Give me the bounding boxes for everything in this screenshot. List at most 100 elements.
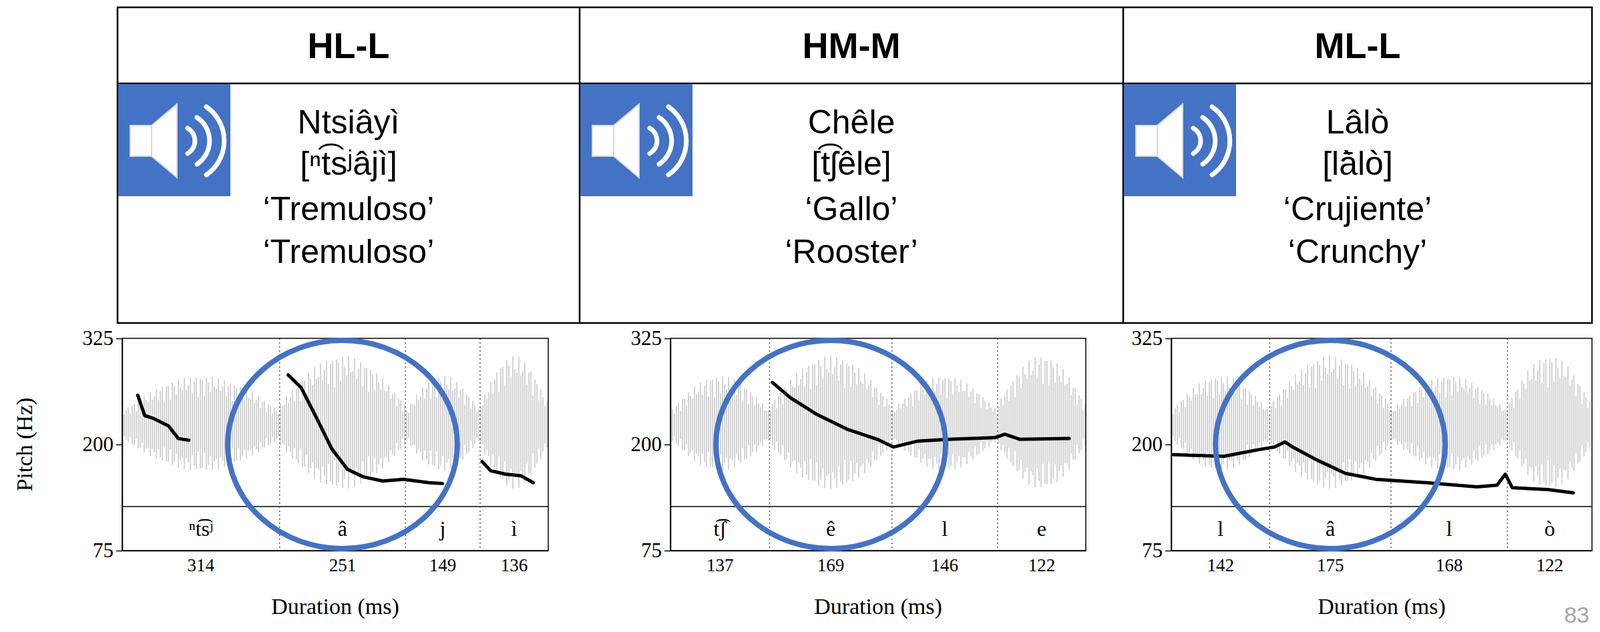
data-group [1173, 442, 1574, 493]
segment-duration: 168 [1435, 555, 1464, 576]
x-axis [671, 550, 1087, 552]
speaker-wave[interactable] [1202, 117, 1216, 165]
y-tick-mark [116, 444, 123, 447]
y-axis: 75 200 325 [631, 326, 672, 563]
pitch-panel: l142â175l168ò12275200325Duration (ms) [1131, 326, 1593, 620]
y-tick-label: 75 [641, 538, 662, 563]
table-ipa: [t͡ʃêle] [811, 142, 892, 183]
plot-frame [122, 338, 549, 551]
segment-duration: 149 [429, 555, 457, 576]
table-gloss-es: ‘Tremuloso’ [263, 190, 435, 228]
speaker-wave[interactable] [206, 106, 225, 175]
table-ipa: [ⁿt͡sʲâjì] [299, 142, 398, 183]
waveform-decoration [670, 355, 1086, 489]
segment-label: â [337, 516, 348, 541]
tone-heading: ML-L [1314, 25, 1402, 66]
segment-boundary [1507, 338, 1509, 551]
table-rule [117, 82, 1592, 85]
y-tick-mark [664, 338, 671, 340]
y-tick: 325 [631, 326, 672, 350]
segment-label: ê [826, 516, 836, 541]
segment-duration: 122 [1535, 555, 1564, 576]
speaker-wave[interactable] [196, 117, 210, 165]
audio-button[interactable] [1123, 84, 1237, 197]
segment-label: ò [1544, 516, 1556, 541]
pitch-track [772, 382, 1070, 448]
x-axis-title: Duration (ms) [814, 594, 943, 620]
table-border [117, 7, 1592, 324]
speaker-wave[interactable] [1212, 106, 1231, 175]
speaker-cone[interactable] [151, 104, 177, 178]
speaker-cone[interactable] [613, 104, 640, 178]
highlight-circle [227, 340, 458, 549]
segment-label: t͡ʃ [713, 516, 731, 541]
pitch-panel: ⁿt͡sʲ314â251j149ì13675200325Duration (ms… [12, 326, 549, 620]
y-tick-label: 75 [1141, 538, 1163, 563]
speaker-wave[interactable] [187, 128, 195, 154]
speaker-wave[interactable] [659, 117, 672, 165]
segment-boundary [1269, 338, 1271, 551]
plot-frame [670, 338, 1086, 551]
speaker-wave[interactable] [649, 128, 658, 154]
plot-frame [1171, 338, 1592, 551]
page: HL-L Ntsiâyì[ⁿt͡sʲâjì] ‘Tremuloso’ ‘Tremulo… [0, 0, 1600, 632]
waveform-decoration [1171, 355, 1592, 489]
segment-duration: 142 [1206, 555, 1235, 576]
segment-duration: 175 [1316, 555, 1345, 576]
speaker-cone[interactable] [1157, 104, 1183, 178]
audio-button[interactable] [118, 84, 231, 197]
y-tick-mark [664, 444, 671, 447]
waveform-decoration [122, 356, 547, 489]
y-tick-label: 325 [1131, 326, 1164, 350]
y-tick: 200 [631, 432, 672, 457]
speaker-body[interactable] [130, 125, 152, 157]
y-tick: 75 [641, 538, 671, 563]
y-tick-mark [116, 338, 123, 340]
y-tick-label: 75 [92, 538, 114, 563]
segment-label: ⁿt͡sʲ [188, 516, 214, 541]
segment-duration: 169 [817, 555, 845, 576]
tone-heading: HM-M [802, 25, 901, 66]
audio-button-bg[interactable] [1123, 84, 1237, 197]
y-tick-label: 200 [631, 432, 663, 457]
data-group [772, 382, 1070, 448]
table-gloss-en: ‘Tremuloso’ [263, 233, 435, 271]
segment-label: l [1446, 516, 1453, 541]
table-word: Ntsiâyì [297, 103, 400, 141]
segment-boundary [996, 338, 999, 551]
y-tick-mark [1165, 338, 1172, 340]
y-tick: 325 [82, 326, 123, 350]
tone-heading: HL-L [307, 25, 390, 66]
data-group [137, 375, 533, 485]
pitch-panel: t͡ʃ137ê169l146e12275200325Duration (ms) [631, 326, 1087, 620]
segment-boundary [479, 338, 481, 551]
x-axis-title: Duration (ms) [1317, 594, 1446, 620]
waveform-decoration [1171, 355, 1592, 489]
segment-label: l [941, 516, 948, 541]
y-tick: 200 [82, 432, 123, 457]
audio-button-bg[interactable] [580, 84, 693, 197]
y-tick: 325 [1131, 326, 1172, 350]
table-gloss-es: ‘Crujiente’ [1283, 190, 1432, 228]
y-axis: 75200325 [1131, 326, 1172, 563]
speaker-wave[interactable] [668, 106, 687, 175]
audio-button-bg[interactable] [118, 84, 231, 197]
audio-button[interactable] [580, 84, 693, 197]
tier-line [122, 506, 549, 508]
segment-duration: 251 [329, 555, 357, 576]
header-table: HL-L Ntsiâyì[ⁿt͡sʲâjì] ‘Tremuloso’ ‘Tremulo… [117, 7, 1592, 324]
y-axis: 75 200 325 [82, 326, 123, 563]
speaker-body[interactable] [592, 125, 614, 157]
speaker-wave[interactable] [1193, 128, 1201, 154]
y-tick: 75 [1141, 538, 1172, 563]
segment-label: l [1217, 516, 1224, 541]
segment-label: j [439, 516, 447, 541]
table-gloss-en: ‘Crunchy’ [1288, 233, 1428, 271]
tier-line [670, 506, 1086, 508]
waveform-decoration [670, 355, 1086, 489]
table-rule [1122, 7, 1125, 324]
y-tick-label: 325 [82, 326, 115, 350]
speaker-body[interactable] [1135, 125, 1158, 157]
segment-duration: 137 [706, 555, 734, 576]
y-tick: 75 [92, 538, 123, 563]
